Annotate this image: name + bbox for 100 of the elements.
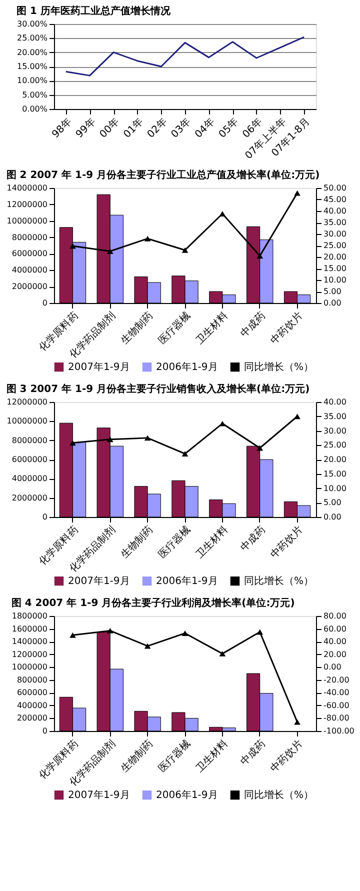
y-tick-label: 1400000 bbox=[12, 637, 48, 646]
x-tick-label: 卫生材料 bbox=[193, 738, 230, 775]
x-tick-label: 98年 bbox=[50, 116, 74, 140]
y2-tick-label: 35.00 bbox=[324, 218, 346, 227]
y2-tick-label: 60.00 bbox=[324, 624, 346, 634]
y2-tick-label: 5.00 bbox=[324, 287, 342, 296]
point bbox=[70, 440, 76, 446]
x-tick-label: 卫生材料 bbox=[193, 524, 230, 561]
y2-tick-label: -60.00 bbox=[324, 700, 350, 710]
point bbox=[144, 236, 151, 242]
chart-title: 图 2 2007 年 1-9 月份各主要子行业工业总产值及增长率(单位:万元) bbox=[6, 169, 320, 181]
legend-label: 2007年1-9月 bbox=[68, 789, 130, 802]
y2-tick-label: 10.00 bbox=[324, 276, 346, 284]
y2-tick-label: 20.00 bbox=[324, 252, 346, 262]
point bbox=[144, 643, 151, 649]
y-tick-label: 0 bbox=[42, 298, 48, 308]
y-tick-label: 1200000 bbox=[12, 650, 48, 659]
point bbox=[256, 253, 264, 259]
x-tick-label: 中成药 bbox=[238, 524, 268, 554]
legend-label: 同比增长（%） bbox=[244, 575, 314, 588]
y-tick-label: 10000000 bbox=[6, 216, 48, 226]
y2-tick-label: 5.00 bbox=[324, 498, 342, 508]
y-tick-label: 30.00% bbox=[16, 20, 48, 28]
x-tick-label: 中药饮片 bbox=[268, 738, 306, 775]
y-tick-label: 8000000 bbox=[12, 232, 48, 242]
y2-tick-label: 35.00 bbox=[324, 412, 346, 421]
x-tick-label: 中成药 bbox=[238, 738, 268, 768]
y-tick-label: 1800000 bbox=[12, 612, 48, 620]
point bbox=[182, 247, 188, 253]
x-tick-label: 生物制药 bbox=[118, 524, 156, 561]
y2-tick-label: 45.00 bbox=[324, 195, 346, 204]
y2-tick-label: 30.00 bbox=[324, 426, 346, 436]
legend-label: 2006年1-9月 bbox=[156, 361, 218, 374]
chart-title: 图 4 2007 年 1-9 月份各主要子行业利润及增长率(单位:万元) bbox=[11, 597, 295, 609]
y-tick-label: 12000000 bbox=[6, 200, 48, 209]
y2-tick-label: 0.00 bbox=[324, 512, 342, 522]
y2-tick-label: 10.00 bbox=[324, 484, 346, 493]
y-tick-label: 6000000 bbox=[12, 249, 48, 258]
y-tick-label: 14000000 bbox=[6, 184, 48, 192]
x-tick-label: 医疗器械 bbox=[156, 310, 193, 347]
y-tick-label: 400000 bbox=[16, 700, 48, 710]
point bbox=[219, 420, 226, 426]
y2-tick-label: 20.00 bbox=[324, 455, 346, 464]
x-tick-label: 02年 bbox=[144, 116, 170, 140]
y-tick-label: 0.00% bbox=[22, 104, 48, 114]
y2-tick-label: 20.00 bbox=[324, 650, 346, 659]
x-tick-label: 04年 bbox=[192, 116, 218, 140]
legend-label: 2006年1-9月 bbox=[156, 575, 218, 588]
y2-tick-label: 40.00 bbox=[324, 637, 346, 646]
legend-label: 2006年1-9月 bbox=[156, 789, 218, 802]
y2-tick-label: 50.00 bbox=[324, 184, 346, 192]
x-tick-label: 中成药 bbox=[238, 310, 268, 340]
x-tick-label: 医疗器械 bbox=[156, 524, 193, 561]
line-series bbox=[65, 36, 305, 76]
y2-tick-label: -40.00 bbox=[324, 688, 350, 698]
point bbox=[219, 650, 226, 656]
y-tick-label: 600000 bbox=[16, 688, 48, 698]
legend-label: 同比增长（%） bbox=[244, 789, 314, 802]
y-tick-label: 10.00% bbox=[16, 76, 48, 86]
y-tick-label: 1000000 bbox=[12, 662, 48, 672]
y2-tick-label: 25.00 bbox=[324, 241, 346, 250]
legend-label: 2007年1-9月 bbox=[68, 575, 130, 588]
y-tick-label: 25.00% bbox=[16, 34, 48, 43]
x-tick-label: 99年 bbox=[73, 116, 98, 140]
point bbox=[70, 243, 76, 249]
y-tick-label: 1600000 bbox=[12, 624, 48, 634]
x-tick-label: 中药饮片 bbox=[268, 524, 306, 561]
point bbox=[106, 628, 114, 634]
y-tick-label: 2000000 bbox=[12, 282, 48, 292]
y2-tick-label: 15.00 bbox=[324, 264, 346, 273]
point bbox=[106, 248, 114, 254]
x-tick-label: 03年 bbox=[168, 116, 194, 140]
y2-tick-label: 15.00 bbox=[324, 469, 346, 478]
y-tick-label: 5.00% bbox=[22, 90, 48, 100]
point bbox=[106, 436, 114, 442]
y2-tick-label: -20.00 bbox=[324, 675, 350, 684]
point bbox=[219, 211, 226, 216]
y2-tick-label: 0.00 bbox=[324, 298, 342, 308]
x-tick-label: 卫生材料 bbox=[193, 310, 230, 347]
y2-tick-label: -100.00 bbox=[324, 726, 354, 736]
y-tick-label: 20.00% bbox=[16, 48, 48, 57]
point bbox=[294, 719, 300, 725]
point bbox=[256, 445, 264, 451]
x-tick-label: 01年 bbox=[121, 116, 146, 140]
x-tick-label: 中药饮片 bbox=[268, 310, 306, 347]
y-tick-label: 0 bbox=[42, 512, 48, 522]
legend-label: 2007年1-9月 bbox=[68, 361, 130, 374]
point bbox=[294, 190, 300, 196]
y-tick-label: 6000000 bbox=[12, 455, 48, 464]
y-tick-label: 200000 bbox=[16, 714, 48, 723]
x-tick-label: 生物制药 bbox=[118, 738, 156, 775]
y-tick-label: 4000000 bbox=[12, 474, 48, 484]
y-tick-label: 2000000 bbox=[12, 493, 48, 502]
x-tick-label: 00年 bbox=[97, 116, 122, 140]
point bbox=[256, 629, 264, 635]
chart-title: 图 3 2007 年 1-9 月份各主要子行业销售收入及增长率(单位:万元) bbox=[6, 383, 310, 395]
y-tick-label: 15.00% bbox=[16, 62, 48, 71]
y-tick-label: 0 bbox=[42, 726, 48, 736]
y2-tick-label: 0.00 bbox=[324, 662, 342, 672]
y2-tick-label: 30.00 bbox=[324, 230, 346, 238]
